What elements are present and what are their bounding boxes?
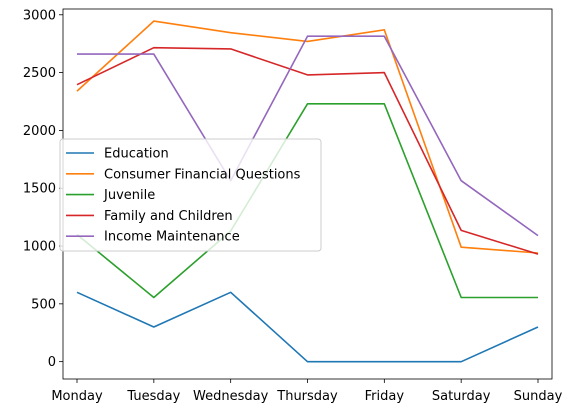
x-tick-label: Tuesday xyxy=(126,389,180,404)
y-tick-label: 1500 xyxy=(23,182,56,197)
series-group xyxy=(76,20,539,363)
y-tick-label: 3000 xyxy=(23,8,56,23)
y-tick-label: 1000 xyxy=(23,240,56,255)
x-tick-label: Sunday xyxy=(514,389,563,404)
legend-label: Juvenile xyxy=(103,188,155,203)
y-tick-label: 2000 xyxy=(23,124,56,139)
legend-label: Education xyxy=(104,147,169,162)
x-tick-label: Wednesday xyxy=(193,389,269,404)
series-line-2 xyxy=(76,103,538,299)
x-axis: Monday Tuesday Wednesday Thursday Friday Satu… xyxy=(51,379,563,404)
legend-label: Consumer Financial Questions xyxy=(104,167,301,182)
series-line-4 xyxy=(77,35,539,237)
series-line-0 xyxy=(76,291,539,363)
x-tick-label: Friday xyxy=(365,389,405,404)
y-axis: 0 500 1000 1500 2000 2500 3000 xyxy=(23,8,63,370)
legend-label: Family and Children xyxy=(104,209,233,224)
y-tick-label: 0 xyxy=(48,355,56,370)
y-tick-label: 2500 xyxy=(23,66,56,81)
x-tick-label: Monday xyxy=(51,389,103,404)
series-line-3 xyxy=(76,46,539,255)
legend: Education Consumer Financial Questions Juv… xyxy=(59,138,322,252)
legend-box xyxy=(59,138,322,252)
series-line-1 xyxy=(76,20,539,254)
x-tick-label: Thursday xyxy=(276,389,338,404)
legend-label: Income Maintenance xyxy=(104,230,240,245)
x-tick-label: Saturday xyxy=(432,389,491,404)
y-tick-label: 500 xyxy=(31,297,56,312)
